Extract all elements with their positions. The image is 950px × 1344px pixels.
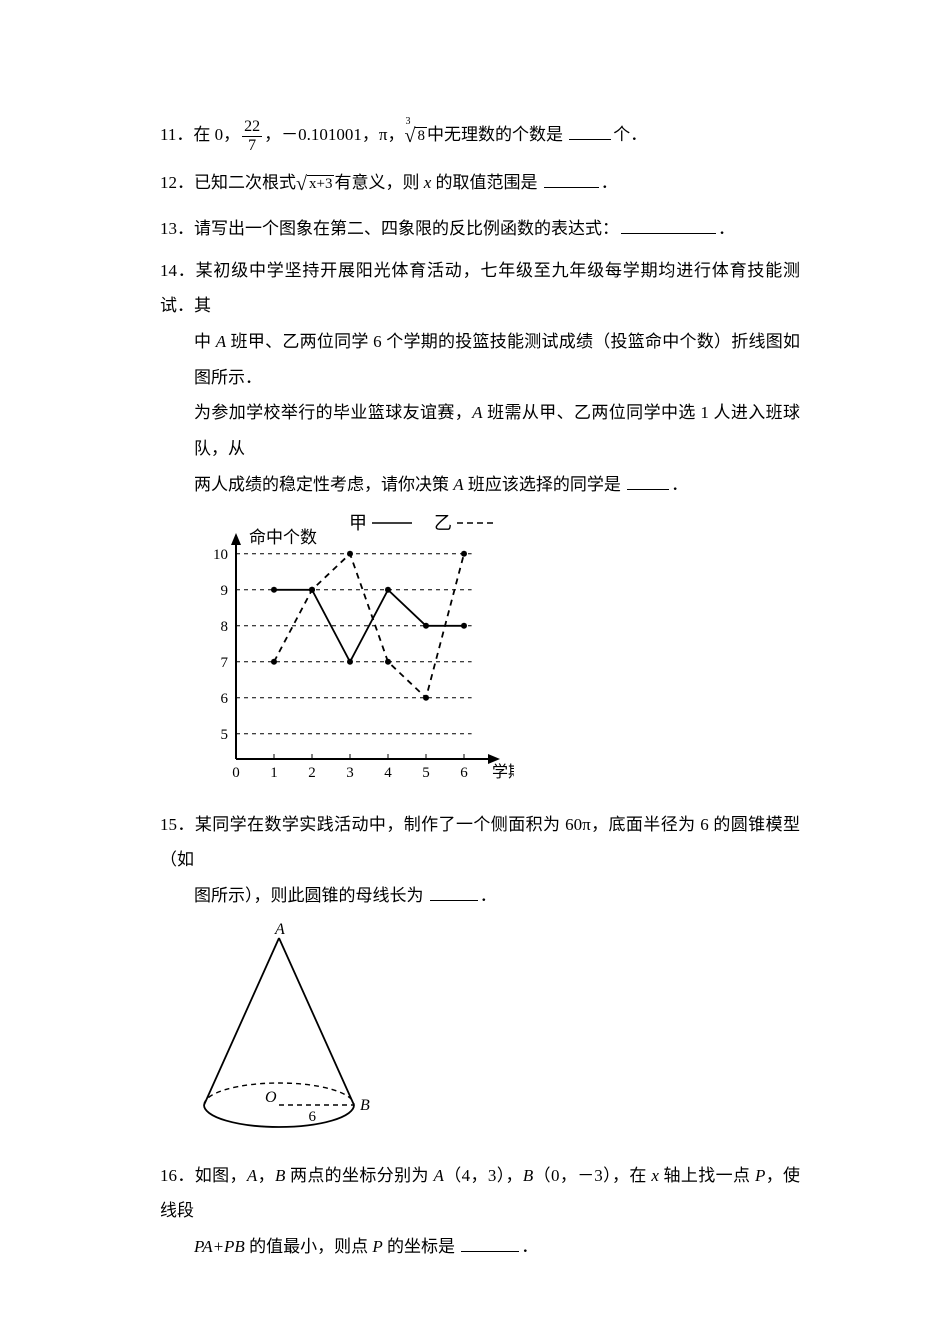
question-16: 16．如图，A，B 两点的坐标分别为 A（4，3），B（0，－3），在 x 轴上…: [160, 1158, 800, 1265]
question-14: 14．某初级中学坚持开展阳光体育活动，七年级至九年级每学期均进行体育技能测试．其…: [160, 253, 800, 503]
q12-blank: [544, 170, 599, 188]
q15-line2: 图所示），则此圆锥的母线长为 ．: [160, 878, 800, 914]
q14-l3a: 为参加学校举行的毕业篮球友谊赛，: [194, 403, 472, 422]
q12-text-3: 的取值范围是: [431, 173, 542, 192]
line-chart-svg: 甲 乙命中个数 5 6 7 8 9 10 0 1 2 3 4 5 6 学期: [194, 509, 514, 789]
q16-var-A2: A: [433, 1166, 443, 1185]
exam-page: 11．在 0，227，－0.101001，π，3√8中无理数的个数是 个． 12…: [0, 0, 950, 1344]
q11-fraction: 227: [242, 119, 262, 154]
q11-frac-num: 22: [242, 119, 262, 137]
svg-text:6: 6: [460, 765, 468, 781]
q14-blank: [627, 472, 669, 490]
line-chart-figure: 甲 乙命中个数 5 6 7 8 9 10 0 1 2 3 4 5 6 学期: [160, 509, 800, 789]
q14-l2a: 中: [194, 332, 216, 351]
q14-l4c: ．: [671, 475, 688, 494]
q14-number: 14．: [160, 261, 196, 280]
q15-l2b: ．: [480, 886, 497, 905]
q16-l2d: ．: [521, 1237, 538, 1256]
q16-l2a: PA+PB: [194, 1237, 249, 1256]
q14-line1: 某初级中学坚持开展阳光体育活动，七年级至九年级每学期均进行体育技能测试．其: [160, 261, 800, 316]
svg-text:学期: 学期: [492, 763, 514, 781]
q11-text-4: 个．: [613, 125, 647, 144]
cone-figure: A O B 6: [160, 920, 800, 1140]
svg-text:O: O: [265, 1089, 277, 1106]
q15-number: 15．: [160, 815, 195, 834]
q12-radical-sign: √: [296, 173, 307, 195]
q11-radicand: 8: [415, 127, 427, 144]
q12-radicand: x+3: [307, 175, 334, 192]
q16-line2: PA+PB 的值最小，则点 P 的坐标是 ．: [160, 1229, 800, 1265]
svg-text:4: 4: [384, 765, 392, 781]
svg-text:1: 1: [270, 765, 278, 781]
q16-blank: [461, 1234, 519, 1252]
q16-l1a: 如图，: [195, 1166, 247, 1185]
q16-var-P2: P: [372, 1237, 382, 1256]
svg-text:10: 10: [213, 546, 228, 562]
q11-root-index: 3: [405, 111, 410, 132]
q16-l1d: （4，3），: [444, 1166, 523, 1185]
svg-text:5: 5: [422, 765, 430, 781]
q11-number: 11．: [160, 125, 193, 144]
q14-var-A1: A: [216, 332, 226, 351]
question-11: 11．在 0，227，－0.101001，π，3√8中无理数的个数是 个．: [160, 115, 800, 157]
q16-l2b: 的值最小，则点: [249, 1237, 372, 1256]
q16-l1c: 两点的坐标分别为: [285, 1166, 433, 1185]
q11-blank: [569, 122, 611, 140]
q11-text-2: ，－0.101001，π，: [264, 125, 404, 144]
q12-text-1: 已知二次根式: [194, 173, 296, 192]
cone-svg: A O B 6: [194, 920, 394, 1140]
q16-var-B2: B: [523, 1166, 533, 1185]
q15-line1: 某同学在数学实践活动中，制作了一个侧面积为 60π，底面半径为 6 的圆锥模型（…: [160, 815, 800, 870]
svg-text:9: 9: [221, 582, 229, 598]
q12-sqrt: √x+3: [296, 163, 334, 205]
q16-number: 16．: [160, 1166, 195, 1185]
svg-text:8: 8: [221, 618, 229, 634]
q16-var-B1: B: [275, 1166, 285, 1185]
q15-l2a: 图所示），则此圆锥的母线长为: [194, 886, 428, 905]
q12-number: 12．: [160, 173, 194, 192]
q11-cuberoot: 3√8: [404, 115, 426, 157]
q12-text-4: ．: [601, 173, 618, 192]
q13-text-2: ．: [718, 219, 735, 238]
q14-l4a: 两人成绩的稳定性考虑，请你决策: [194, 475, 453, 494]
svg-text:命中个数: 命中个数: [249, 528, 317, 547]
svg-text:7: 7: [221, 654, 229, 670]
q13-blank: [621, 216, 716, 234]
svg-text:乙: 乙: [434, 513, 452, 533]
svg-text:0: 0: [232, 765, 240, 781]
svg-text:甲: 甲: [349, 513, 367, 533]
q15-blank: [430, 883, 478, 901]
svg-text:2: 2: [308, 765, 316, 781]
question-15: 15．某同学在数学实践活动中，制作了一个侧面积为 60π，底面半径为 6 的圆锥…: [160, 807, 800, 914]
q14-line3: 为参加学校举行的毕业篮球友谊赛，A 班需从甲、乙两位同学中选 1 人进入班球队，…: [160, 395, 800, 466]
q11-frac-den: 7: [242, 137, 262, 154]
q16-l1f: 轴上找一点: [659, 1166, 755, 1185]
q14-line2: 中 A 班甲、乙两位同学 6 个学期的投篮技能测试成绩（投篮命中个数）折线图如图…: [160, 324, 800, 395]
q14-l4b: 班应该选择的同学是: [464, 475, 626, 494]
q14-var-A2: A: [472, 403, 482, 422]
q16-var-x: x: [651, 1166, 659, 1185]
q16-l1e: （0，－3），在: [533, 1166, 651, 1185]
question-12: 12．已知二次根式√x+3有意义，则 x 的取值范围是 ．: [160, 163, 800, 205]
q13-number: 13．: [160, 219, 194, 238]
svg-text:6: 6: [309, 1109, 317, 1125]
q11-text-1: 在 0，: [193, 125, 240, 144]
q14-line4: 两人成绩的稳定性考虑，请你决策 A 班应该选择的同学是 ．: [160, 467, 800, 503]
q16-l2c: 的坐标是: [383, 1237, 460, 1256]
q16-var-P1: P: [755, 1166, 765, 1185]
q16-var-A1: A: [247, 1166, 257, 1185]
question-13: 13．请写出一个图象在第二、四象限的反比例函数的表达式： ．: [160, 211, 800, 247]
svg-text:5: 5: [221, 726, 229, 742]
q14-l2b: 班甲、乙两位同学 6 个学期的投篮技能测试成绩（投篮命中个数）折线图如图所示．: [194, 332, 800, 387]
svg-text:3: 3: [346, 765, 354, 781]
svg-text:B: B: [360, 1097, 370, 1114]
q16-l1b: ，: [257, 1166, 275, 1185]
svg-text:A: A: [274, 921, 285, 938]
q13-text-1: 请写出一个图象在第二、四象限的反比例函数的表达式：: [194, 219, 619, 238]
q11-text-3: 中无理数的个数是: [427, 125, 567, 144]
svg-text:6: 6: [221, 690, 229, 706]
q14-var-A3: A: [453, 475, 463, 494]
q12-text-2: 有意义，则: [334, 173, 423, 192]
